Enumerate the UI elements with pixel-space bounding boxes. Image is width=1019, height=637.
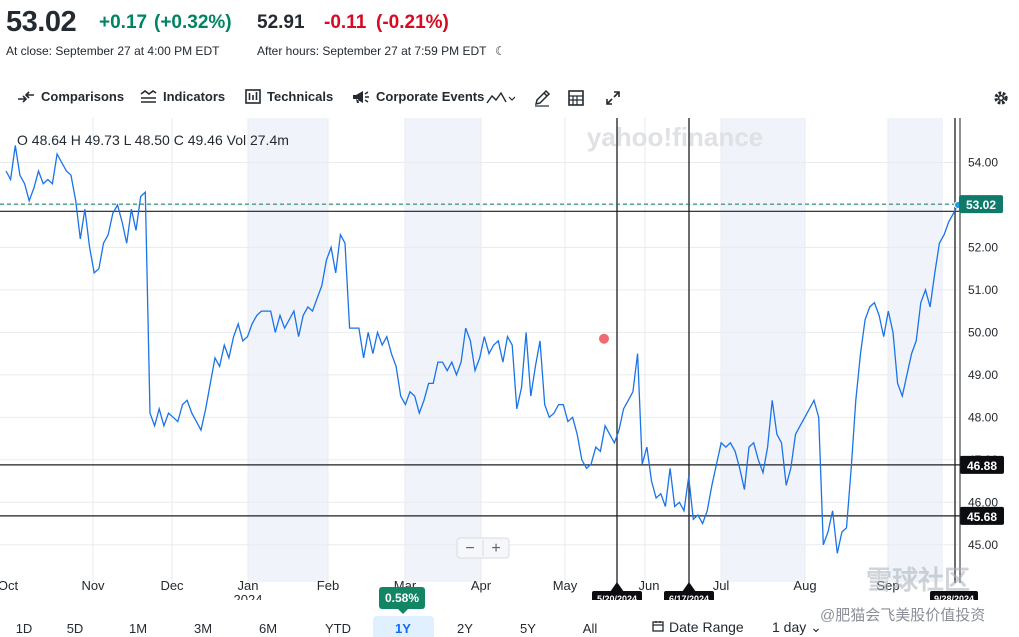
- hline-label: 45.68: [967, 510, 997, 524]
- author-watermark: @肥猫会飞美股价值投资: [820, 607, 986, 624]
- x-axis-label: Oct: [0, 578, 18, 593]
- range-change-badge: 0.58%: [379, 587, 425, 614]
- month-shade-band: [248, 118, 328, 582]
- xueqiu-logo-watermark: 雪球社区: [866, 565, 971, 595]
- month-shade-band: [405, 118, 481, 582]
- corporate-event-marker[interactable]: [599, 333, 609, 344]
- date-range-button[interactable]: Date Range: [652, 619, 744, 635]
- hline-label-bg: [960, 506, 1004, 525]
- vline-handle[interactable]: [610, 582, 624, 592]
- price-change-percent: (+0.32%): [154, 12, 232, 33]
- y-tick-label: 51.00: [968, 283, 998, 297]
- x-axis-year-label: 2024: [234, 592, 263, 600]
- interval-label: 1 day: [772, 619, 807, 635]
- after-hours-timestamp: After hours: September 27 at 7:59 PM EDT: [257, 44, 487, 58]
- y-tick-label: 50.00: [968, 325, 998, 339]
- indicators-icon: [140, 89, 157, 104]
- ohlc-readout: O 48.64 H 49.73 L 48.50 C 49.46 Vol 27.4…: [17, 132, 289, 148]
- last-price: 53.02: [6, 6, 77, 38]
- range-1m-button[interactable]: 1M: [128, 621, 148, 636]
- range-selector: 1D 5D 1M 3M 6M YTD 1Y 2Y 5Y All: [0, 612, 1019, 637]
- after-hours-change-percent: (-0.21%): [376, 12, 449, 33]
- calendar-icon: [652, 619, 664, 635]
- moon-icon: ☾: [495, 44, 506, 58]
- y-tick-label: 45.00: [968, 538, 998, 552]
- range-3m-button[interactable]: 3M: [193, 621, 213, 636]
- line-chart-type-icon[interactable]: [486, 87, 518, 109]
- price-change: +0.17: [99, 12, 148, 33]
- range-all-button[interactable]: All: [582, 621, 598, 636]
- y-tick-label: 46.00: [968, 495, 998, 509]
- draw-pencil-icon[interactable]: [531, 87, 553, 109]
- interval-select[interactable]: 1 day ⌄: [772, 619, 822, 636]
- x-axis-label: Nov: [81, 578, 105, 593]
- chart-toolbar: Comparisons Indicators Technicals Corpor…: [0, 82, 1019, 114]
- x-axis-label: Sep: [876, 578, 899, 593]
- y-tick-label: 54.00: [968, 155, 998, 169]
- active-range-highlight: [373, 616, 434, 637]
- calculator-icon[interactable]: [565, 87, 587, 109]
- hline-label-bg: [960, 455, 1004, 474]
- comparisons-label: Comparisons: [41, 89, 125, 104]
- range-1y-button[interactable]: 1Y: [395, 621, 411, 636]
- price-chart-svg[interactable]: 54.0053.0052.0051.0050.0049.0048.0047.00…: [0, 118, 1019, 607]
- technicals-label: Technicals: [267, 89, 334, 104]
- zoom-in-button[interactable]: +: [491, 540, 500, 557]
- technicals-button[interactable]: Technicals: [245, 89, 333, 104]
- zoom-out-button[interactable]: −: [465, 540, 474, 557]
- x-axis-label: Dec: [160, 578, 184, 593]
- settings-gear-icon[interactable]: [990, 87, 1012, 109]
- technicals-icon: [245, 89, 261, 104]
- hline-label: 46.88: [967, 459, 997, 473]
- megaphone-icon: [352, 90, 370, 104]
- range-5d-button[interactable]: 5D: [66, 621, 84, 636]
- range-ytd-button[interactable]: YTD: [325, 621, 351, 636]
- indicators-label: Indicators: [163, 89, 226, 104]
- x-axis-label: Apr: [471, 578, 492, 593]
- date-range-label: Date Range: [669, 619, 744, 635]
- range-5y-button[interactable]: 5Y: [520, 621, 536, 636]
- month-shade-band: [888, 118, 943, 582]
- close-timestamp: At close: September 27 at 4:00 PM EDT: [6, 44, 220, 58]
- x-axis-label: Aug: [793, 578, 816, 593]
- after-hours-change: -0.11: [324, 12, 367, 33]
- last-price-tag-bg: [959, 195, 1003, 214]
- x-axis-label: May: [553, 578, 578, 593]
- indicators-button[interactable]: Indicators: [140, 89, 225, 104]
- x-axis-label: Feb: [317, 578, 339, 593]
- month-shade-band: [721, 118, 805, 582]
- vline-date-label: 6/17/2024: [669, 594, 709, 600]
- current-date-label: 9/28/2024: [934, 594, 974, 600]
- y-tick-label: 52.00: [968, 240, 998, 254]
- x-axis-label: Jul: [713, 578, 730, 593]
- comparisons-icon: [17, 90, 35, 104]
- after-hours-price: 52.91: [257, 12, 305, 33]
- x-axis-label: Jun: [639, 578, 660, 593]
- last-price-tag: 53.02: [966, 198, 996, 212]
- comparisons-button[interactable]: Comparisons: [17, 89, 124, 104]
- vline-date-label: 5/20/2024: [597, 594, 637, 600]
- range-1d-button[interactable]: 1D: [15, 621, 33, 636]
- range-2y-button[interactable]: 2Y: [457, 621, 473, 636]
- chevron-down-icon: ⌄: [810, 619, 822, 635]
- corporate-events-label: Corporate Events: [376, 89, 485, 104]
- yahoo-finance-watermark: yahoo!finance: [587, 122, 763, 152]
- y-tick-label: 49.00: [968, 368, 998, 382]
- price-line-series[interactable]: [5, 145, 959, 554]
- expand-icon[interactable]: [602, 87, 624, 109]
- range-6m-button[interactable]: 6M: [258, 621, 278, 636]
- vline-handle[interactable]: [682, 582, 696, 592]
- x-axis-label: Jan: [238, 578, 259, 593]
- price-chart[interactable]: 54.0053.0052.0051.0050.0049.0048.0047.00…: [0, 118, 1019, 607]
- corporate-events-button[interactable]: Corporate Events: [352, 89, 484, 104]
- y-tick-label: 48.00: [968, 410, 998, 424]
